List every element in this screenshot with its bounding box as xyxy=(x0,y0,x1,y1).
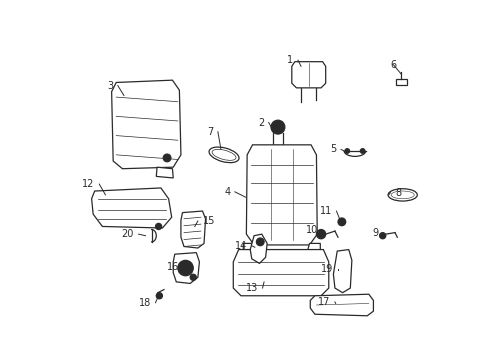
Circle shape xyxy=(156,293,162,299)
Text: 13: 13 xyxy=(245,283,257,293)
Text: 7: 7 xyxy=(206,127,213,137)
Text: 12: 12 xyxy=(82,179,95,189)
Polygon shape xyxy=(243,243,257,257)
Circle shape xyxy=(190,274,196,280)
Text: 11: 11 xyxy=(319,206,331,216)
Circle shape xyxy=(274,124,281,130)
Polygon shape xyxy=(310,294,373,316)
Ellipse shape xyxy=(209,147,239,163)
Polygon shape xyxy=(91,188,171,228)
Polygon shape xyxy=(173,253,199,283)
Polygon shape xyxy=(111,80,181,169)
Circle shape xyxy=(270,120,285,134)
Polygon shape xyxy=(233,249,328,296)
Text: 9: 9 xyxy=(371,228,377,238)
Text: 3: 3 xyxy=(107,81,113,91)
Text: 16: 16 xyxy=(167,261,179,271)
Circle shape xyxy=(256,238,264,246)
Polygon shape xyxy=(291,62,325,88)
Circle shape xyxy=(163,154,171,162)
Circle shape xyxy=(319,233,322,236)
Text: 10: 10 xyxy=(305,225,317,235)
Polygon shape xyxy=(246,145,317,245)
Polygon shape xyxy=(250,234,266,264)
Text: 2: 2 xyxy=(257,117,264,127)
Text: 5: 5 xyxy=(329,144,336,154)
Circle shape xyxy=(155,223,162,230)
Text: 20: 20 xyxy=(122,229,134,239)
Text: 1: 1 xyxy=(286,55,293,65)
Text: 4: 4 xyxy=(224,187,230,197)
Text: 6: 6 xyxy=(389,60,396,70)
Circle shape xyxy=(344,149,349,153)
Polygon shape xyxy=(306,243,320,257)
Ellipse shape xyxy=(387,189,416,201)
Polygon shape xyxy=(181,211,205,248)
Text: 19: 19 xyxy=(321,264,333,274)
Ellipse shape xyxy=(212,149,236,160)
Circle shape xyxy=(337,218,345,226)
Text: 14: 14 xyxy=(234,241,246,251)
Circle shape xyxy=(316,230,325,239)
Text: 17: 17 xyxy=(317,297,329,307)
Polygon shape xyxy=(333,249,351,293)
Ellipse shape xyxy=(390,191,413,199)
Text: 8: 8 xyxy=(394,188,400,198)
Circle shape xyxy=(178,260,193,276)
Circle shape xyxy=(379,233,385,239)
Text: 18: 18 xyxy=(139,298,151,308)
Polygon shape xyxy=(156,167,173,178)
Text: 15: 15 xyxy=(202,216,214,226)
Polygon shape xyxy=(395,78,406,85)
Circle shape xyxy=(360,149,364,153)
